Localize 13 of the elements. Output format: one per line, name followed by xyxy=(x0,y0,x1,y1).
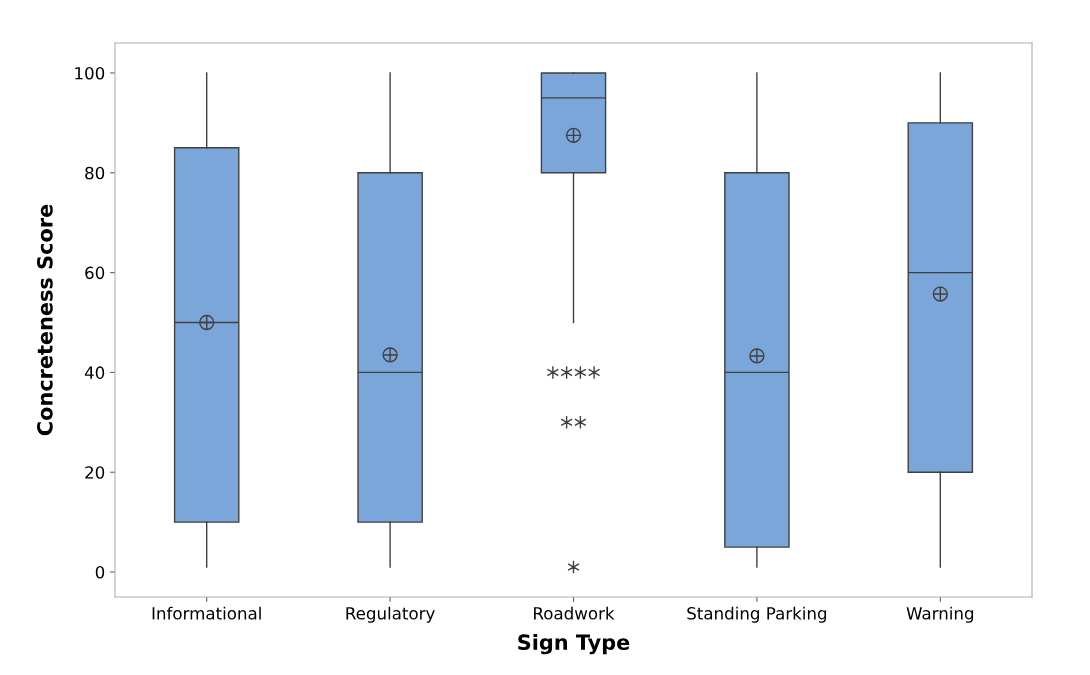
y-tick-label: 20 xyxy=(85,466,105,479)
x-tick-label: Informational xyxy=(152,606,261,620)
x-tick-label: Roadwork xyxy=(534,606,615,620)
y-axis-title: Concreteness Score xyxy=(37,204,53,436)
x-tick-label: Standing Parking xyxy=(687,606,827,623)
y-tick-label: 60 xyxy=(85,266,105,280)
y-tick-label: 100 xyxy=(75,66,105,80)
x-tick-label: Warning xyxy=(906,606,974,623)
y-tick-label: 40 xyxy=(84,366,105,379)
x-tick-label: Regulatory xyxy=(346,606,435,623)
y-tick-label: 80 xyxy=(85,166,105,180)
x-axis-title: Sign Type xyxy=(518,633,630,655)
y-tick-label: 0 xyxy=(95,566,105,579)
